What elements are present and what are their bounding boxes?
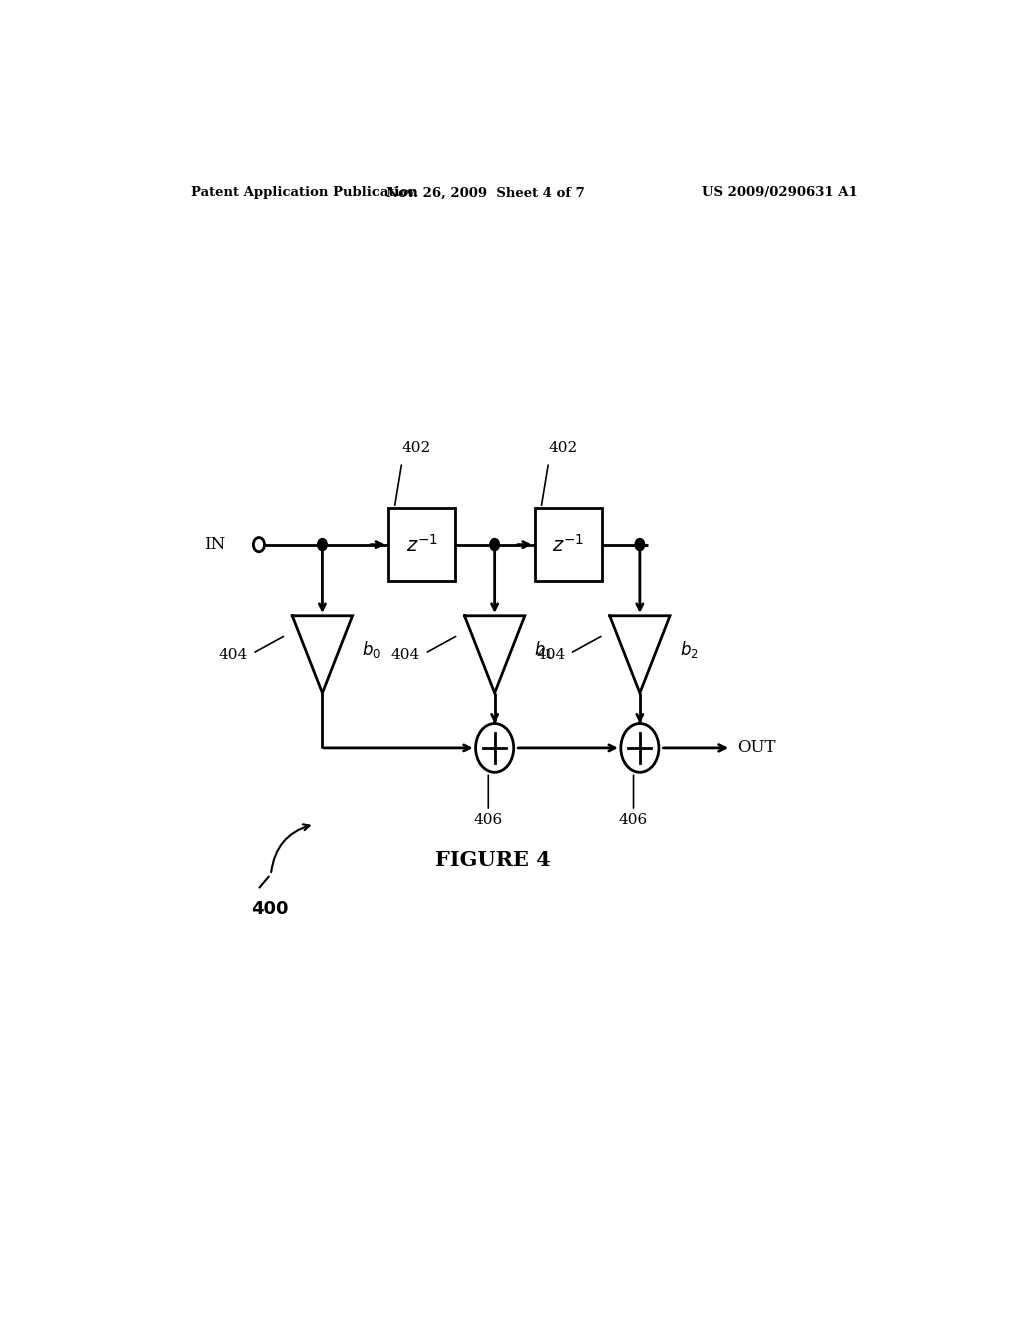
Text: 402: 402 (549, 441, 578, 455)
Text: $b_0$: $b_0$ (362, 639, 381, 660)
Text: $b_1$: $b_1$ (535, 639, 553, 660)
Text: 404: 404 (218, 648, 248, 663)
Bar (388, 508, 456, 581)
Text: 402: 402 (401, 441, 431, 455)
Bar (535, 508, 602, 581)
Text: 404: 404 (391, 648, 420, 663)
Circle shape (317, 539, 328, 550)
Polygon shape (465, 615, 524, 693)
Text: Nov. 26, 2009  Sheet 4 of 7: Nov. 26, 2009 Sheet 4 of 7 (386, 186, 585, 199)
Text: IN: IN (205, 536, 225, 553)
Text: $b_2$: $b_2$ (680, 639, 698, 660)
Circle shape (621, 723, 658, 772)
Polygon shape (292, 615, 352, 693)
Text: 400: 400 (251, 900, 289, 919)
Text: $z^{-1}$: $z^{-1}$ (552, 533, 585, 556)
Circle shape (489, 539, 500, 550)
Text: OUT: OUT (737, 739, 776, 756)
Text: FIGURE 4: FIGURE 4 (435, 850, 551, 870)
Text: 404: 404 (536, 648, 565, 663)
Polygon shape (609, 615, 670, 693)
Text: 406: 406 (618, 813, 648, 826)
Circle shape (635, 539, 645, 550)
Circle shape (475, 723, 514, 772)
Text: $z^{-1}$: $z^{-1}$ (406, 533, 437, 556)
Text: US 2009/0290631 A1: US 2009/0290631 A1 (702, 186, 858, 199)
Text: Patent Application Publication: Patent Application Publication (191, 186, 418, 199)
Text: 406: 406 (474, 813, 503, 826)
